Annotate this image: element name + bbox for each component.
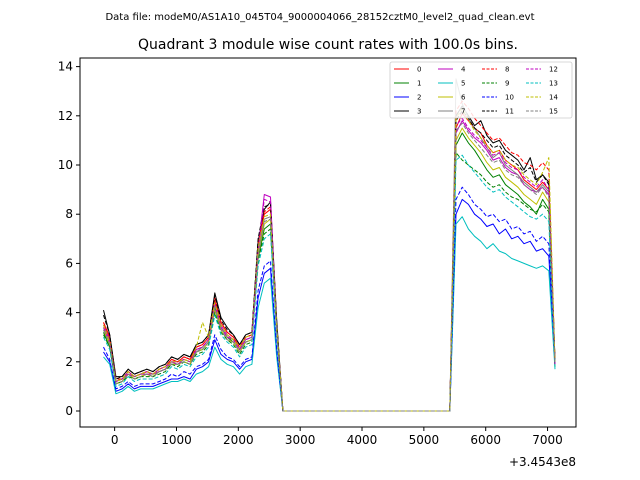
x-tick-label: 4000 [347, 433, 378, 447]
suptitle: Data file: modeM0/AS1A10_045T04_90000040… [105, 12, 534, 23]
series-line-2 [103, 198, 556, 412]
legend-label-11: 11 [505, 108, 514, 116]
series-line-15 [103, 122, 556, 412]
series-line-13 [103, 154, 556, 412]
legend-label-0: 0 [417, 66, 421, 74]
x-tick-label: 0 [111, 433, 119, 447]
legend-label-2: 2 [417, 94, 421, 102]
legend-label-7: 7 [461, 108, 465, 116]
y-tick-label: 0 [65, 404, 73, 418]
legend-label-3: 3 [417, 108, 421, 116]
plot-area: 0 1000 2000 3000 4000 5000 6000 700002468101214… [58, 57, 577, 447]
y-tick-label: 8 [65, 207, 73, 221]
legend-label-14: 14 [549, 94, 558, 102]
series-line-10 [103, 186, 556, 412]
axes-frame [79, 57, 577, 428]
legend-box [389, 61, 573, 119]
y-tick-label: 14 [58, 60, 73, 74]
legend-label-5: 5 [461, 80, 465, 88]
series-line-11 [103, 110, 556, 412]
series-line-5 [103, 216, 556, 412]
legend-label-13: 13 [549, 80, 558, 88]
legend-label-10: 10 [505, 94, 514, 102]
chart-title: Quadrant 3 module wise count rates with … [138, 37, 518, 53]
x-tick-label: 6000 [470, 433, 501, 447]
legend-label-1: 1 [417, 80, 421, 88]
y-tick-label: 12 [58, 109, 73, 123]
y-tick-label: 4 [65, 306, 73, 320]
legend-label-8: 8 [505, 66, 509, 74]
y-tick-label: 2 [65, 355, 73, 369]
legend-label-12: 12 [549, 66, 558, 74]
x-tick-label: 5000 [409, 433, 440, 447]
y-tick-label: 6 [65, 256, 73, 270]
y-tick-label: 10 [58, 158, 73, 172]
x-tick-label: 2000 [223, 433, 254, 447]
x-axis-offset-label: +3.4543e8 [509, 455, 576, 469]
x-tick-label: 1000 [161, 433, 192, 447]
legend-label-15: 15 [549, 108, 558, 116]
legend-label-6: 6 [461, 94, 466, 102]
legend-label-4: 4 [461, 66, 466, 74]
legend-label-9: 9 [505, 80, 509, 88]
x-tick-label: 3000 [285, 433, 316, 447]
x-tick-label: 7000 [532, 433, 563, 447]
